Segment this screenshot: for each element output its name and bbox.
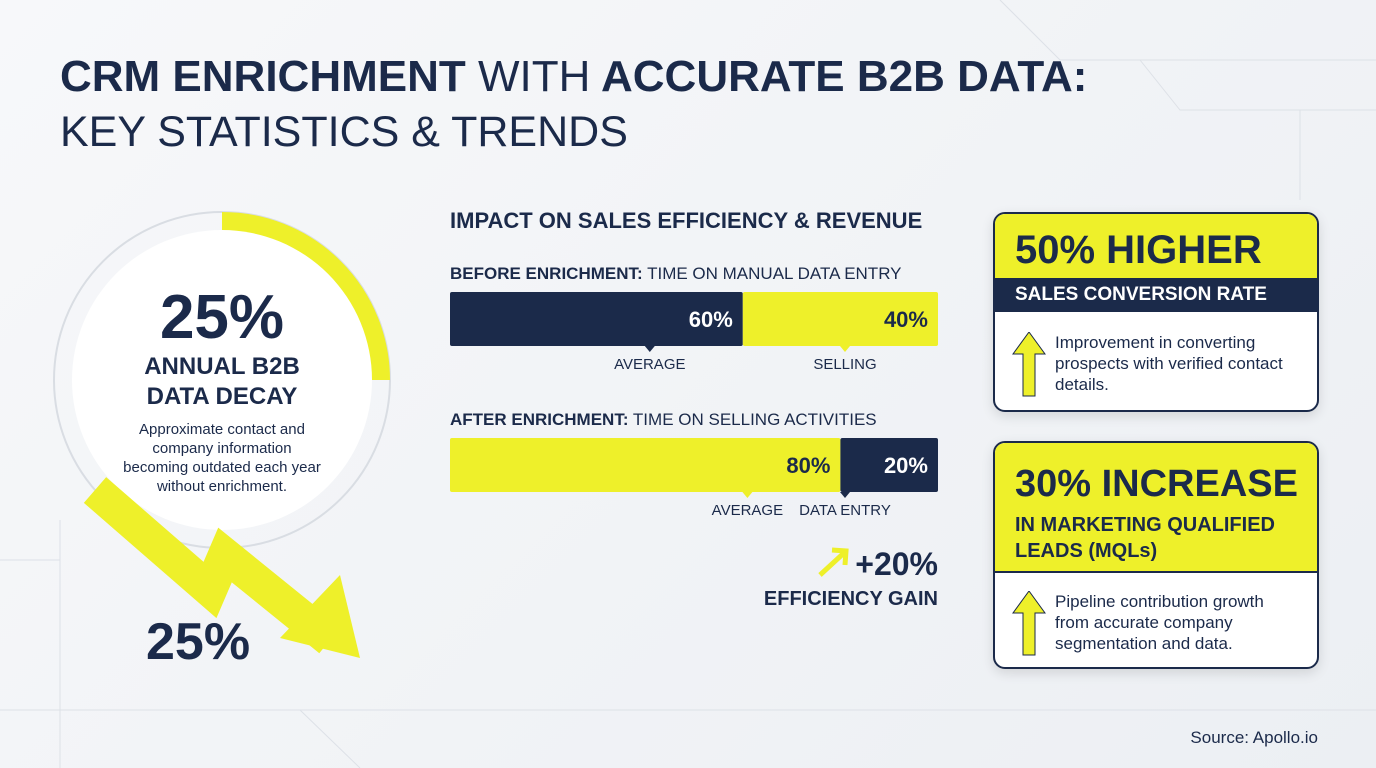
pointer bbox=[840, 492, 850, 498]
bar-label: 20% bbox=[883, 453, 928, 478]
arrow-head bbox=[280, 575, 360, 658]
subtitle: KEY STATISTICS & TRENDS bbox=[60, 108, 628, 156]
pointer bbox=[742, 492, 753, 498]
up-arrow bbox=[1012, 591, 1046, 656]
bar-segment bbox=[840, 438, 938, 492]
bar-segment bbox=[742, 292, 938, 346]
pointer bbox=[644, 346, 655, 352]
decay-arrow bbox=[83, 477, 341, 654]
arrow-label: 25% bbox=[146, 613, 251, 671]
title: CRM ENRICHMENT WITH ACCURATE B2B DATA: bbox=[60, 52, 1088, 101]
inner-circle bbox=[72, 230, 372, 530]
card-headline: 50% HIGHER bbox=[995, 214, 1317, 278]
card: 30% INCREASE IN MARKETING QUALIFIED LEAD… bbox=[993, 441, 1319, 669]
gain-label: EFFICIENCY GAIN bbox=[763, 588, 938, 610]
bar-caption: SELLING bbox=[813, 356, 877, 373]
card-headline: 30% INCREASE bbox=[1015, 463, 1298, 505]
up-arrow bbox=[1012, 332, 1046, 397]
gain-value: +20% bbox=[855, 546, 938, 582]
impact-title: IMPACT ON SALES EFFICIENCY & REVENUE bbox=[450, 208, 923, 233]
card: 50% HIGHER SALES CONVERSION RATE Improve… bbox=[993, 212, 1319, 412]
after-label: AFTER ENRICHMENT: TIME ON SELLING ACTIVI… bbox=[450, 410, 877, 429]
card-subheadline: SALES CONVERSION RATE bbox=[995, 278, 1317, 312]
card-header: 30% INCREASE IN MARKETING QUALIFIED LEAD… bbox=[995, 443, 1317, 573]
bar-segment bbox=[450, 438, 841, 492]
bar-label: 40% bbox=[883, 307, 928, 332]
before-label: BEFORE ENRICHMENT: TIME ON MANUAL DATA E… bbox=[450, 264, 902, 283]
bar-segment bbox=[450, 292, 743, 346]
bar-caption: AVERAGE bbox=[711, 502, 784, 519]
decay-description: Approximate contact and company informat… bbox=[123, 421, 321, 495]
decay-label: ANNUAL B2B DATA DECAY bbox=[144, 353, 300, 410]
source: Source: Apollo.io bbox=[1190, 728, 1318, 747]
decay-value: 25% bbox=[159, 283, 285, 352]
bar-label: 60% bbox=[688, 307, 733, 332]
card-description: Pipeline contribution growth from accura… bbox=[1055, 592, 1264, 653]
card-subheadline: IN MARKETING QUALIFIED LEADS (MQLs) bbox=[1015, 514, 1275, 562]
bar-label: 80% bbox=[786, 453, 831, 478]
decay-arc bbox=[221, 212, 390, 381]
bar-caption: DATA ENTRY bbox=[799, 502, 891, 519]
bar-caption: AVERAGE bbox=[614, 356, 686, 373]
pointer bbox=[840, 346, 850, 352]
gain-icon bbox=[818, 547, 849, 577]
card-description: Improvement in converting prospects with… bbox=[1055, 333, 1283, 394]
